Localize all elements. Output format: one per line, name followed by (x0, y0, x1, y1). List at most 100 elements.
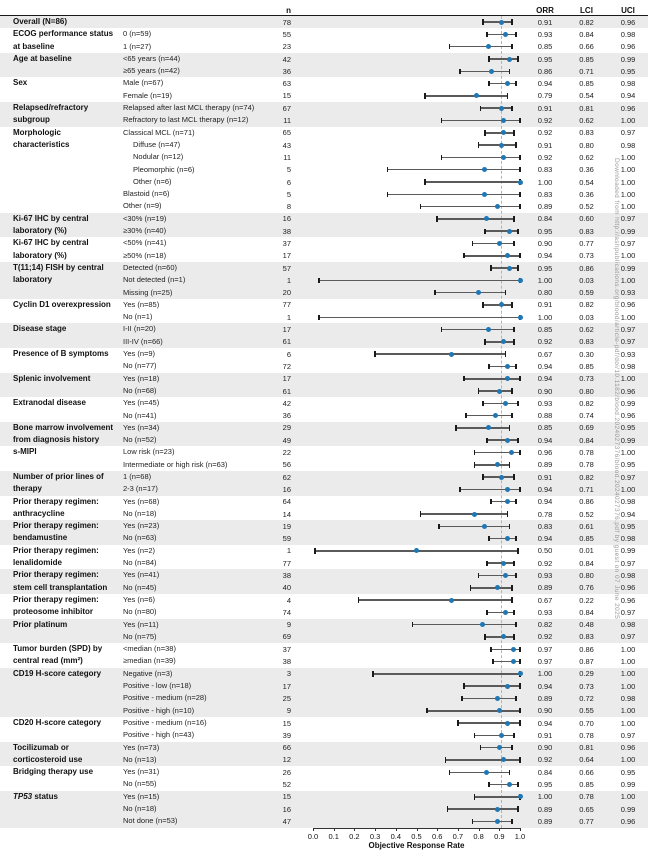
ci-plot-cell (313, 299, 520, 311)
uci-value: 0.99 (620, 546, 636, 556)
lci-value: 0.85 (579, 361, 594, 371)
n-value: 67 (282, 103, 291, 113)
subgroup-level-label: <50% (n=41) (123, 238, 167, 248)
uci-value: 0.95 (620, 66, 636, 76)
ci-plot-cell (313, 262, 520, 274)
uci-value: 1.00 (620, 484, 636, 494)
ci-cap-left (484, 228, 486, 234)
subgroup-level-label: <median (n=38) (123, 644, 176, 654)
column-header-orr: ORR (536, 6, 554, 15)
ci-whisker (424, 95, 508, 97)
ci-plot-cell (313, 803, 520, 815)
ci-whisker (486, 562, 514, 564)
orr-point (505, 486, 511, 492)
ci-plot-cell (313, 422, 520, 434)
ci-plot-cell (313, 53, 520, 65)
orr-point (486, 44, 492, 50)
uci-value: 0.97 (620, 128, 636, 138)
ci-whisker (466, 414, 512, 417)
ci-plot-cell (313, 385, 520, 397)
orr-value: 0.89 (537, 804, 553, 814)
axis-tick-label: 0.5 (411, 831, 422, 841)
orr-point (507, 782, 513, 788)
subgroup-level-label: Relapsed after last MCL therapy (n=74) (123, 103, 255, 113)
ci-plot-cell (313, 459, 520, 471)
orr-point (488, 68, 494, 74)
orr-value: 0.90 (537, 706, 553, 716)
forest-row: Prior platinum Yes (n=11) 9 0.82 0.48 0.… (0, 618, 648, 631)
ci-whisker (491, 267, 518, 269)
orr-point (500, 130, 506, 136)
ci-cap-right (519, 253, 521, 259)
ci-whisker (488, 537, 516, 540)
ci-plot-cell (313, 151, 521, 163)
uci-value: 1.00 (620, 374, 636, 384)
lci-value: 0.84 (579, 607, 594, 617)
ci-cap-right (517, 781, 519, 788)
forest-row: ECOG performance status 0 (n=59) 55 0.93… (0, 28, 648, 40)
ci-plot-cell (313, 729, 520, 741)
orr-point (494, 818, 500, 824)
subgroup-level-label: No (n=68) (123, 385, 157, 395)
ci-cap-left (481, 400, 484, 407)
ci-cap-right (519, 191, 521, 197)
ci-cap-left (455, 425, 457, 431)
n-value: 16 (282, 804, 291, 814)
ci-plot-cell (313, 643, 521, 655)
orr-value: 0.89 (537, 202, 553, 212)
ci-whisker (426, 710, 520, 712)
forest-row: Sex Male (n=67) 63 0.94 0.85 0.98 (0, 77, 648, 89)
ci-cap-right (517, 437, 519, 443)
ci-plot-cell (313, 754, 521, 766)
ci-plot-cell (313, 705, 521, 717)
ci-whisker (457, 722, 520, 724)
uci-value: 0.95 (620, 767, 636, 777)
orr-value: 0.94 (537, 361, 553, 371)
orr-point (494, 204, 500, 210)
ci-whisker (493, 660, 520, 663)
ci-whisker (474, 464, 510, 466)
forest-row: Tocilizumab or Yes (n=73) 66 0.90 0.81 0… (0, 741, 648, 754)
orr-value: 0.85 (537, 325, 553, 335)
orr-point (517, 671, 523, 677)
subgroup-level-label: No (n=75) (123, 631, 157, 641)
n-value: 42 (282, 54, 291, 64)
orr-point (517, 277, 523, 283)
ci-cap-left (471, 240, 474, 247)
ci-cap-left (357, 597, 360, 603)
subgroup-category-label: T(11;14) FISH by central (13, 262, 104, 272)
uci-value: 1.00 (620, 152, 636, 162)
ci-whisker (484, 230, 518, 232)
ci-plot-cell (313, 397, 520, 409)
forest-row: Prior therapy regimen: Yes (n=2) 1 0.50 … (0, 545, 648, 557)
subgroup-level-label: Refractory to last MCL therapy (n=12) (123, 115, 249, 125)
forest-row: central read (mm²) ≥median (n=39) 38 0.9… (0, 655, 648, 667)
uci-value: 0.97 (620, 325, 636, 335)
n-value: 16 (282, 214, 291, 224)
forest-rows: Overall (N=86) 78 0.91 0.82 0.96 ECOG pe… (0, 16, 648, 828)
forest-row: Presence of B symptoms Yes (n=9) 6 0.67 … (0, 348, 648, 360)
uci-value: 0.99 (620, 398, 636, 408)
subgroup-level-label: <30% (n=19) (123, 213, 167, 223)
ci-plot-cell (313, 508, 520, 520)
n-value: 77 (282, 300, 291, 310)
ci-cap-left (463, 253, 465, 259)
ci-cap-left (448, 769, 451, 775)
uci-value: 1.00 (620, 718, 636, 728)
ci-plot-cell (313, 127, 520, 139)
subgroup-category-label: lenalidomide (13, 558, 62, 568)
orr-value: 0.94 (537, 374, 553, 384)
ci-plot-cell (313, 496, 520, 508)
lci-value: 0.64 (579, 755, 594, 765)
column-header-uci: UCI (621, 6, 635, 15)
ci-plot-cell (313, 225, 520, 237)
lci-value: 0.80 (579, 571, 594, 580)
uci-value: 1.00 (620, 657, 636, 667)
ci-cap-right (519, 658, 521, 665)
n-value: 26 (282, 767, 291, 777)
ci-cap-left (486, 609, 488, 616)
ci-cap-right (508, 462, 511, 468)
ci-cap-left (411, 622, 414, 628)
ci-cap-right (510, 412, 513, 419)
orr-point (517, 314, 523, 320)
